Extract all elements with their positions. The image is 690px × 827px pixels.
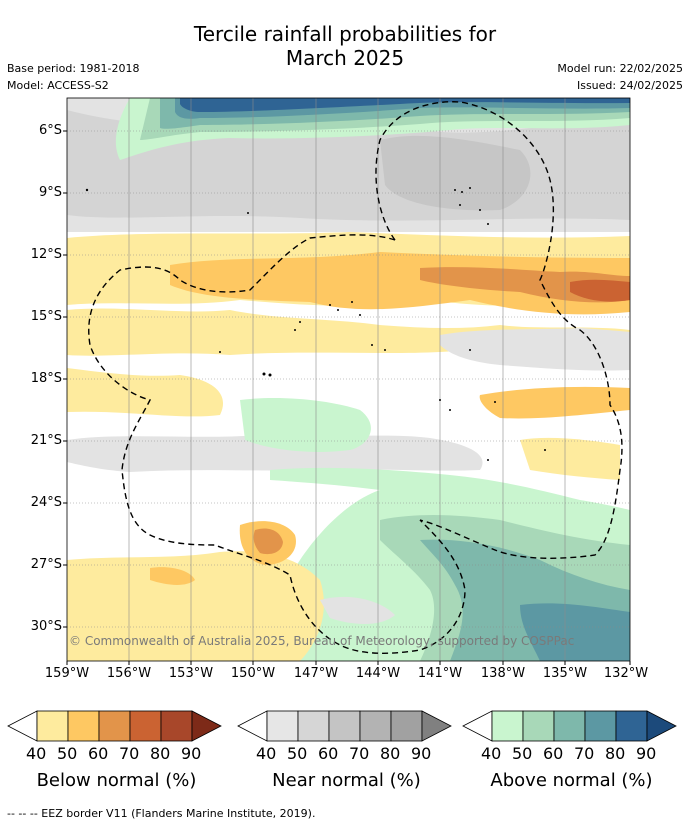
colorbar-swatch (359, 710, 392, 742)
lat-label: 9°S (38, 185, 62, 200)
lat-label: 15°S (30, 309, 62, 324)
lon-label: 150°W (230, 666, 276, 681)
title-line-2: March 2025 (285, 46, 405, 70)
axis-ticks (63, 130, 631, 665)
meta-right: Model run: 22/02/2025 Issued: 24/02/2025 (557, 60, 683, 94)
colorbar-swatch (67, 710, 100, 742)
colorbars (7, 710, 677, 742)
colorbar-title: Near normal (%) (272, 770, 421, 791)
colorbar-tick-label: 90 (636, 744, 657, 763)
colorbar-tick-label: 50 (57, 744, 78, 763)
base-period: Base period: 1981-2018 (7, 62, 140, 75)
colorbar-swatch (584, 710, 617, 742)
colorbar-arrow-low (462, 710, 493, 742)
colorbar-swatch (390, 710, 423, 742)
colorbar-arrow-high (421, 710, 452, 742)
lat-label: 18°S (30, 371, 62, 386)
lon-label: 135°W (542, 666, 588, 681)
colorbar-swatch (129, 710, 162, 742)
graticule (67, 98, 630, 661)
model-name: Model: ACCESS-S2 (7, 79, 109, 92)
lon-label: 156°W (106, 666, 152, 681)
lat-label: 21°S (30, 433, 62, 448)
colorbar-tick-label: 60 (543, 744, 564, 763)
eez-footnote: -- -- -- EEZ border V11 (Flanders Marine… (7, 807, 316, 820)
colorbar-swatch (160, 710, 193, 742)
colorbar-tick-label: 80 (150, 744, 171, 763)
title-line-1: Tercile rainfall probabilities for (193, 22, 497, 46)
colorbar-swatch (36, 710, 69, 742)
colorbar-arrow-high (191, 710, 222, 742)
colorbar-swatch (522, 710, 555, 742)
lon-label: 144°W (355, 666, 401, 681)
colorbar-title: Below normal (%) (36, 770, 197, 791)
colorbar-tick-label: 50 (512, 744, 533, 763)
colorbar-tick-label: 40 (26, 744, 47, 763)
lon-label: 138°W (480, 666, 526, 681)
colorbar-tick-label: 90 (181, 744, 202, 763)
colorbar-swatch (297, 710, 330, 742)
lat-label: 12°S (30, 247, 62, 262)
lon-label: 147°W (293, 666, 339, 681)
lon-label: 153°W (168, 666, 214, 681)
colorbar-tick-label: 40 (256, 744, 277, 763)
colorbar-tick-label: 70 (349, 744, 370, 763)
colorbar-arrow-low (7, 710, 38, 742)
colorbar (7, 710, 222, 742)
lon-label: 159°W (44, 666, 90, 681)
copyright-note: © Commonwealth of Australia 2025, Bureau… (69, 634, 575, 648)
lat-label: 24°S (30, 495, 62, 510)
colorbar (462, 710, 677, 742)
islands (85, 187, 546, 461)
lon-label: 132°W (603, 666, 649, 681)
colorbar-tick-label: 90 (411, 744, 432, 763)
colorbar-title: Above normal (%) (490, 770, 653, 791)
colorbar-tick-label: 70 (574, 744, 595, 763)
lat-label: 6°S (38, 123, 62, 138)
model-run: Model run: 22/02/2025 (557, 62, 683, 75)
colorbar-tick-label: 80 (605, 744, 626, 763)
lat-label: 30°S (30, 619, 62, 634)
lat-label: 27°S (30, 557, 62, 572)
map-field (67, 98, 630, 661)
colorbar-arrow-low (237, 710, 268, 742)
colorbar-swatch (553, 710, 586, 742)
meta-left: Base period: 1981-2018 Model: ACCESS-S2 (7, 60, 139, 94)
colorbar-swatch (98, 710, 131, 742)
colorbar-swatch (615, 710, 648, 742)
colorbar-tick-label: 60 (318, 744, 339, 763)
colorbar-tick-label: 80 (380, 744, 401, 763)
map-title: Tercile rainfall probabilities for March… (0, 22, 690, 70)
colorbar (237, 710, 452, 742)
issued-date: Issued: 24/02/2025 (576, 79, 683, 92)
colorbar-swatch (328, 710, 361, 742)
colorbar-swatch (266, 710, 299, 742)
colorbar-arrow-high (646, 710, 677, 742)
colorbar-tick-label: 60 (88, 744, 109, 763)
lon-label: 141°W (417, 666, 463, 681)
colorbar-tick-label: 70 (119, 744, 140, 763)
colorbar-tick-label: 40 (481, 744, 502, 763)
colorbar-swatch (491, 710, 524, 742)
colorbar-tick-label: 50 (287, 744, 308, 763)
eez-border (88, 101, 623, 654)
